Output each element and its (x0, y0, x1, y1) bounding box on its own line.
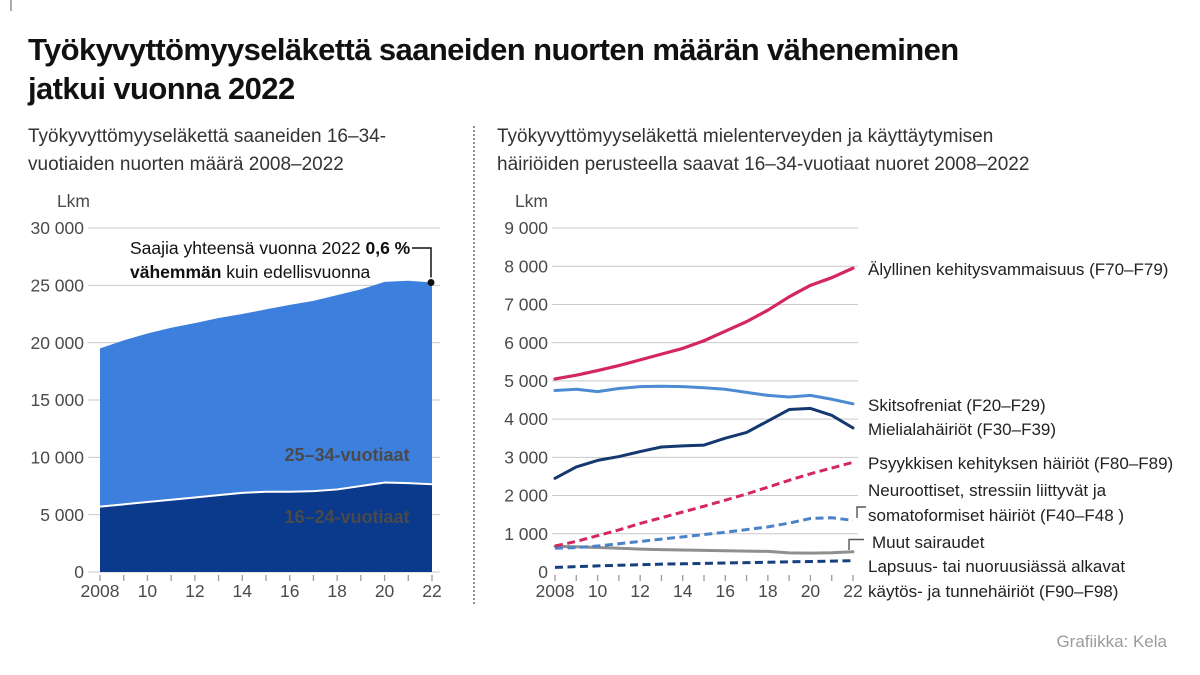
x-tick-label: 16 (716, 581, 735, 601)
series-label-alyllinen: Älyllinen kehitysvammaisuus (F70–F79) (868, 260, 1169, 279)
series-label-mieliala: Mielialahäiriöt (F30–F39) (868, 420, 1057, 439)
stack-boundary (99, 481, 433, 508)
area-16-24 (100, 482, 432, 572)
y-tick-label: 25 000 (30, 275, 84, 295)
annotation-text: Saajia yhteensä vuonna 2022 (130, 238, 366, 258)
right-chart-subtitle: Työkyvyttömyyseläkettä mielenterveyden j… (497, 126, 1030, 175)
chart-divider (473, 126, 475, 604)
y-tick-label: 10 000 (30, 447, 84, 467)
x-tick-label: 22 (422, 581, 441, 601)
series-line-alyllinen (553, 266, 855, 381)
x-tick-label: 20 (375, 581, 395, 601)
y-tick-label: 15 000 (30, 390, 84, 410)
x-tick-label: 22 (843, 581, 862, 601)
y-tick-label: 3 000 (504, 447, 548, 467)
label-connector-neuroottiset (856, 506, 866, 518)
y-axis-title: Lkm (57, 191, 90, 211)
annotation-bold-word: vähemmän (130, 262, 222, 282)
x-tick-label: 2008 (81, 581, 120, 601)
series-line-psyykkisen (554, 460, 854, 548)
x-tick-label: 2008 (536, 581, 575, 601)
y-tick-label: 5 000 (40, 505, 84, 525)
y-tick-label: 0 (538, 562, 548, 582)
x-tick-label: 18 (327, 581, 346, 601)
y-tick-label: 8 000 (504, 256, 548, 276)
y-tick-label: 0 (74, 562, 84, 582)
y-tick-label: 4 000 (504, 409, 548, 429)
series-label-psyykkisen: Psyykkisen kehityksen häiriöt (F80–F89) (868, 454, 1174, 473)
y-tick-label: 7 000 (504, 295, 548, 315)
series-label-neuroottiset: Neuroottiset, stressiin liittyvät ja soma… (868, 481, 1125, 525)
annotation-text-2: kuin edellisvuonna (221, 262, 371, 282)
y-tick-label: 5 000 (504, 371, 548, 391)
total-change-annotation: Saajia yhteensä vuonna 2022 0,6 % vähemmä… (130, 236, 430, 284)
series-label-muut: Muut sairaudet (872, 533, 985, 552)
y-axis-title: Lkm (515, 191, 548, 211)
series-line-neuroottiset (554, 516, 854, 550)
area-label-25-34: 25–34-vuotiaat (284, 445, 409, 465)
y-tick-label: 20 000 (30, 333, 84, 353)
y-tick-label: 2 000 (504, 486, 548, 506)
y-tick-label: 9 000 (504, 218, 548, 238)
credit: Grafiikka: Kela (1056, 632, 1167, 651)
y-tick-label: 30 000 (30, 218, 84, 238)
x-tick-label: 14 (673, 581, 693, 601)
corner-mark (10, 0, 12, 11)
page-title: Työkyvyttömyyseläkettä saaneiden nuorten… (28, 32, 959, 106)
x-tick-label: 20 (801, 581, 821, 601)
x-tick-label: 18 (758, 581, 777, 601)
x-tick-label: 14 (233, 581, 253, 601)
series-line-muut (553, 544, 855, 555)
y-tick-label: 1 000 (504, 524, 548, 544)
series-line-skitsofreniat (553, 384, 855, 406)
label-connector-muut (848, 538, 864, 550)
y-tick-label: 6 000 (504, 333, 548, 353)
x-tick-label: 12 (185, 581, 204, 601)
series-line-lapsuus (554, 559, 854, 569)
left-chart-subtitle: Työkyvyttömyyseläkettä saaneiden 16–34- v… (28, 126, 387, 175)
series-line-mieliala (553, 406, 855, 480)
x-tick-label: 12 (630, 581, 649, 601)
annotation-bold-percent: 0,6 % (365, 238, 411, 258)
x-tick-label: 10 (588, 581, 608, 601)
area-label-16-24: 16–24-vuotiaat (284, 507, 409, 527)
area-25-34 (100, 280, 432, 507)
x-tick-label: 10 (138, 581, 158, 601)
x-tick-label: 16 (280, 581, 299, 601)
series-label-skitsofreniat: Skitsofreniat (F20–F29) (868, 396, 1046, 415)
series-label-lapsuus: Lapsuus- tai nuoruusiässä alkavat käytös-… (868, 557, 1126, 601)
